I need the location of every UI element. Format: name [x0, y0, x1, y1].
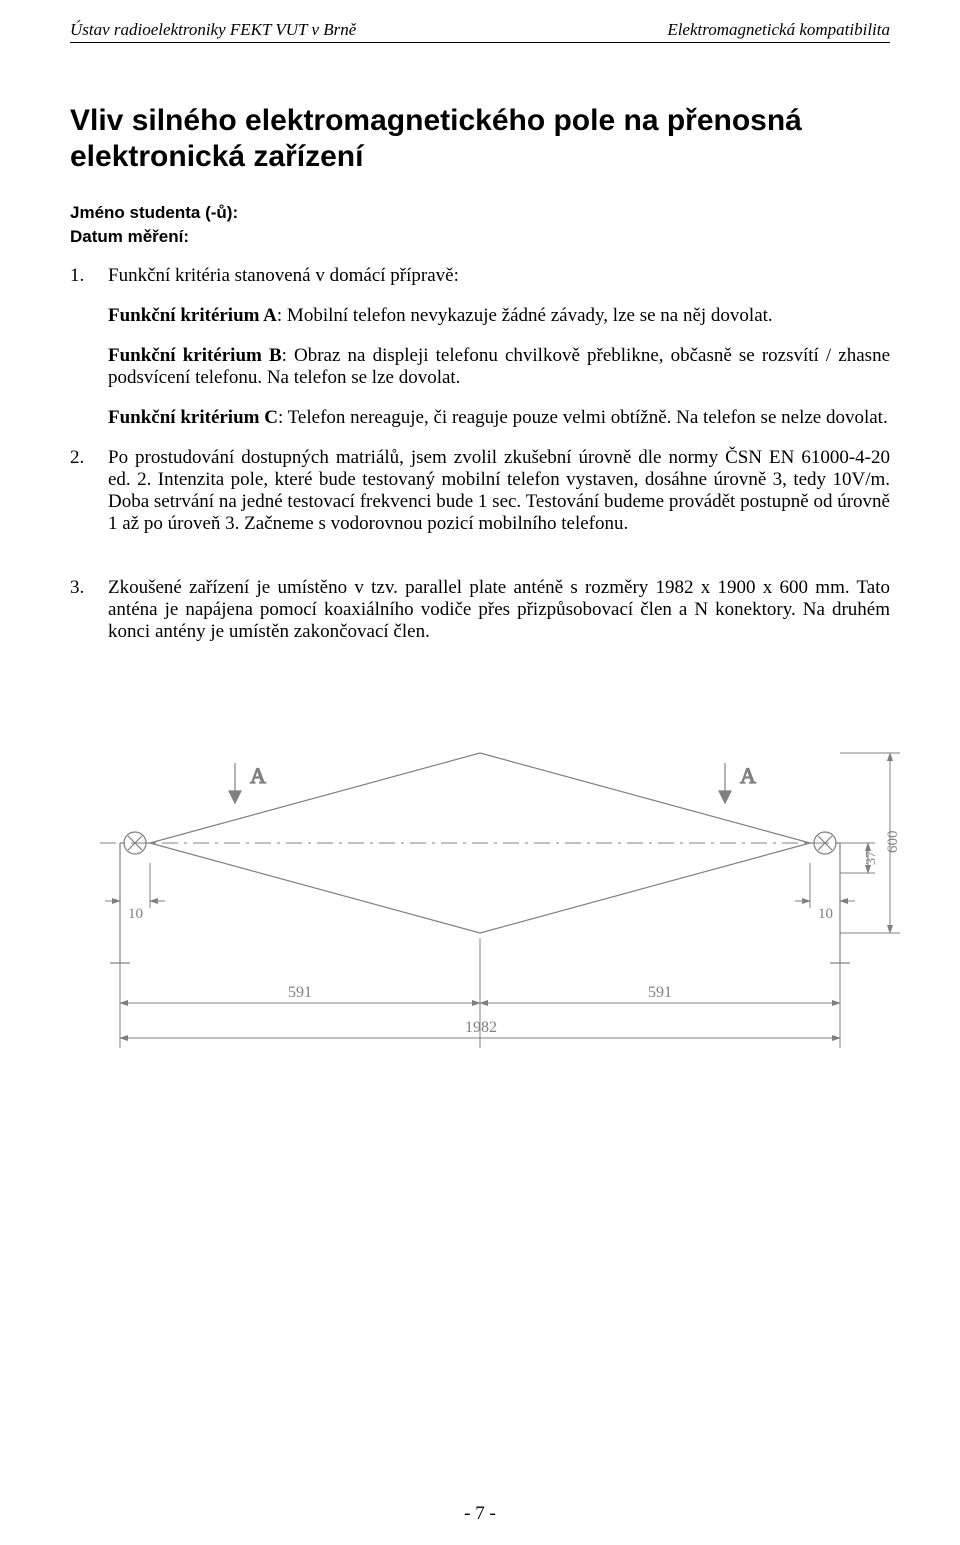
page-header: Ústav radioelektroniky FEKT VUT v Brně E… [70, 20, 890, 43]
date-label: Datum měření: [70, 227, 890, 247]
header-left: Ústav radioelektroniky FEKT VUT v Brně [70, 20, 356, 40]
document-title: Vliv silného elektromagnetického pole na… [70, 103, 890, 175]
crit-a-text: : Mobilní telefon nevykazuje žádné závad… [277, 305, 773, 326]
dim-591-right: 591 [648, 984, 672, 1001]
item-content: Po prostudování dostupných matriálů, jse… [108, 447, 890, 535]
item-number: 1. [70, 265, 108, 287]
criterion-c: Funkční kritérium C: Telefon nereaguje, … [108, 407, 890, 429]
item-content: Funkční kritéria stanovená v domácí příp… [108, 265, 890, 287]
crit-c-text: : Telefon nereaguje, či reaguje pouze ve… [278, 407, 888, 428]
crit-b-label: Funkční kritérium B [108, 345, 282, 366]
page-number: - 7 - [0, 1503, 960, 1525]
student-label: Jméno studenta (-ů): [70, 203, 890, 223]
dim-591-left: 591 [288, 984, 312, 1001]
item-number: 3. [70, 577, 108, 643]
header-right: Elektromagnetická kompatibilita [667, 20, 890, 40]
section-label-left: A [250, 763, 266, 788]
diagram-svg: A A 600 37 10 [40, 713, 920, 1073]
list-item-2: 2. Po prostudování dostupných matriálů, … [70, 447, 890, 535]
antenna-diagram: A A 600 37 10 [40, 713, 920, 1078]
dim-10-left: 10 [128, 906, 143, 922]
item-number: 2. [70, 447, 108, 535]
crit-a-label: Funkční kritérium A [108, 305, 277, 326]
dim-600: 600 [885, 831, 901, 854]
list-item-1: 1. Funkční kritéria stanovená v domácí p… [70, 265, 890, 287]
dim-1982: 1982 [465, 1019, 497, 1036]
criterion-a: Funkční kritérium A: Mobilní telefon nev… [108, 305, 890, 327]
criterion-b: Funkční kritérium B: Obraz na displeji t… [108, 345, 890, 389]
section-label-right: A [740, 763, 756, 788]
dim-37: 37 [864, 851, 879, 865]
crit-c-label: Funkční kritérium C [108, 407, 278, 428]
numbered-list: 1. Funkční kritéria stanovená v domácí p… [70, 265, 890, 643]
dim-10-right: 10 [818, 906, 833, 922]
item-content: Zkoušené zařízení je umístěno v tzv. par… [108, 577, 890, 643]
list-item-3: 3. Zkoušené zařízení je umístěno v tzv. … [70, 577, 890, 643]
